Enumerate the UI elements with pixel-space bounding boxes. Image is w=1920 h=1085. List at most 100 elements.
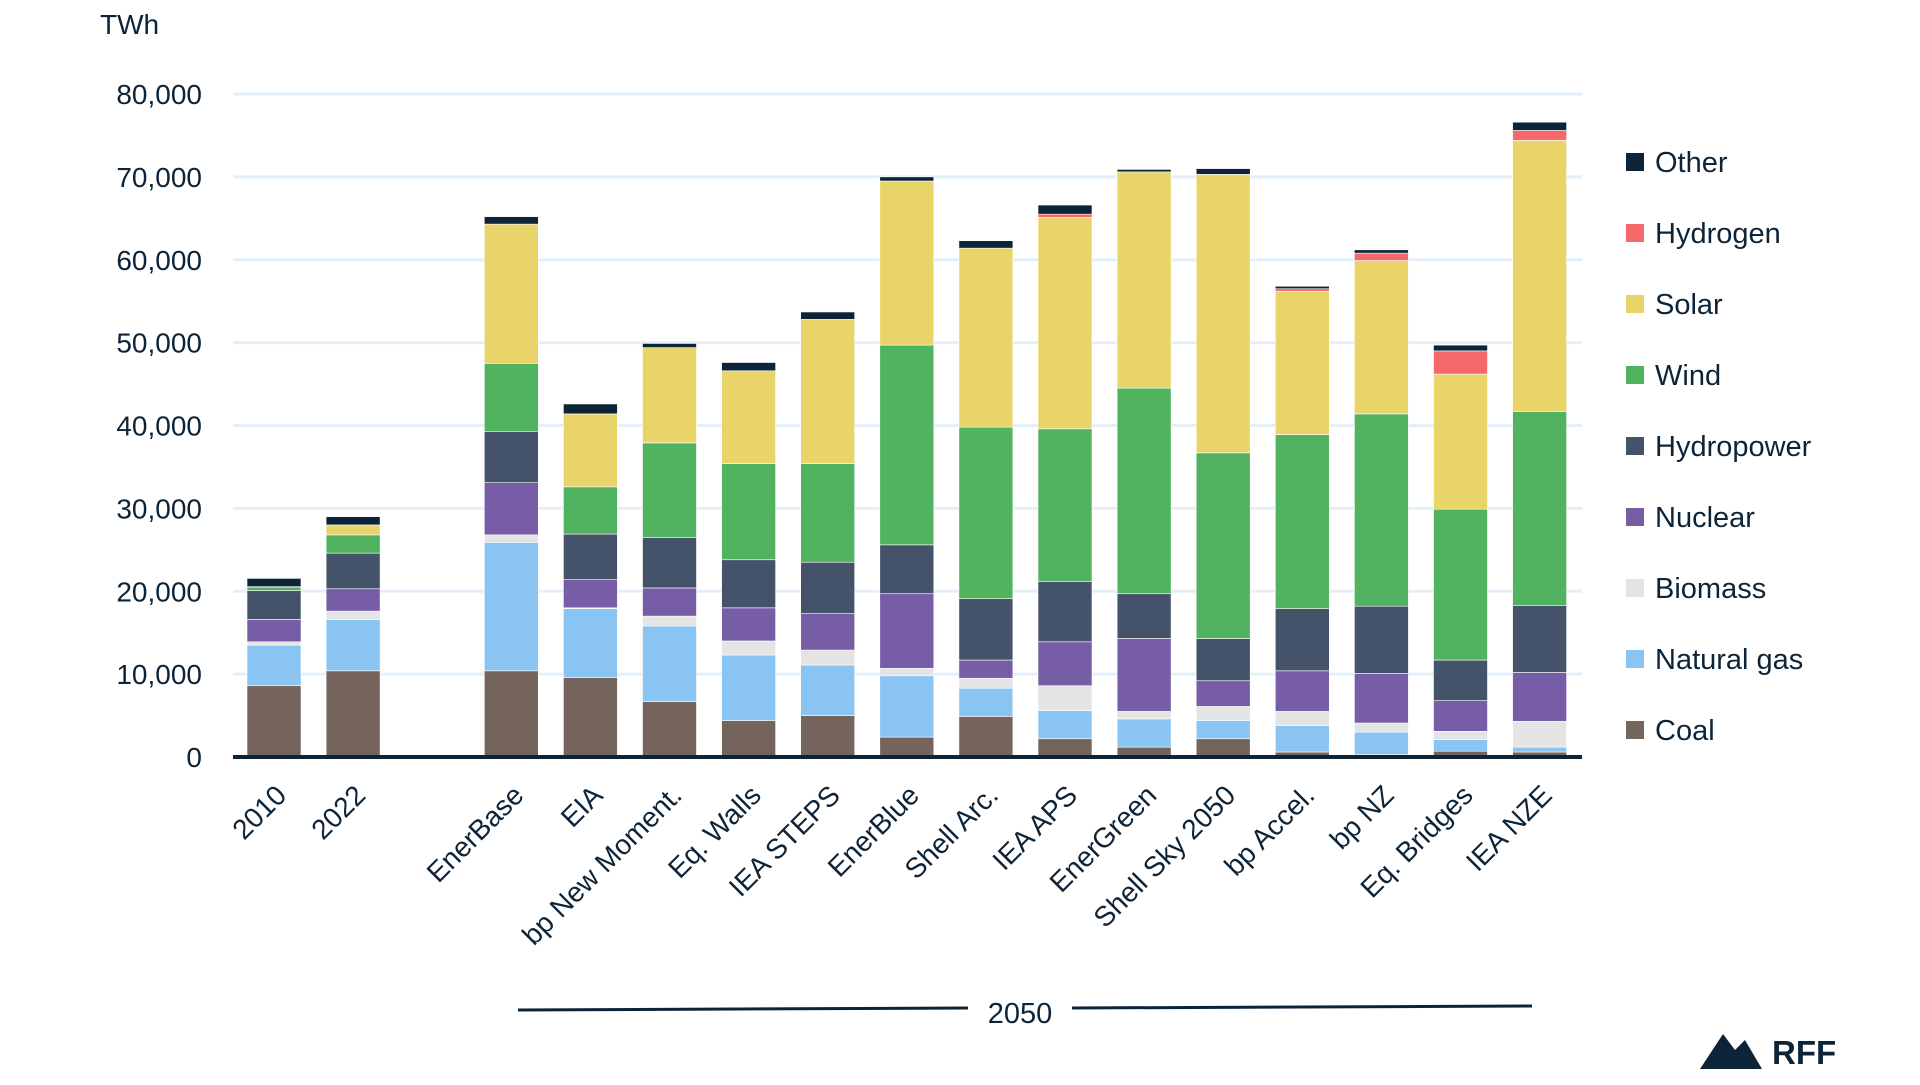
bar-segment-nuclear	[1038, 642, 1092, 686]
bar-segment-other	[801, 312, 855, 319]
group-label-2050: 2050	[988, 998, 1053, 1030]
bar-segment-hydropower	[722, 560, 776, 608]
bar-segment-natural-gas	[1117, 719, 1171, 747]
bar-segment-other	[1354, 250, 1408, 253]
bar-segment-natural-gas	[1513, 747, 1567, 752]
legend-item: Hydropower	[1626, 431, 1812, 463]
bar-segment-hydropower	[643, 537, 697, 588]
bar-segment-wind	[959, 427, 1013, 599]
x-tick-label: EnerBase	[421, 779, 530, 888]
bar-segment-natural-gas	[880, 676, 934, 737]
bar-segment-biomass	[801, 650, 855, 665]
bar-segment-natural-gas	[722, 655, 776, 720]
bar-stack	[1275, 286, 1329, 757]
legend-swatch	[1626, 437, 1644, 455]
bar-segment-other	[1117, 169, 1171, 171]
bar-segment-hydropower	[1275, 609, 1329, 671]
bar-segment-nuclear	[1275, 671, 1329, 712]
bar-segment-natural-gas	[247, 645, 301, 686]
bar-segment-natural-gas	[1196, 721, 1250, 739]
bar-segment-coal	[880, 737, 934, 757]
bar-segment-hydropower	[1196, 638, 1250, 680]
bar-segment-biomass	[1196, 706, 1250, 720]
legend-label: Other	[1655, 147, 1728, 179]
bar-stack	[326, 517, 380, 757]
legend-item: Hydrogen	[1626, 218, 1781, 250]
bar-segment-nuclear	[880, 594, 934, 669]
bar-segment-other	[959, 241, 1013, 248]
bar-segment-wind	[484, 363, 538, 431]
bar-stack	[1196, 169, 1250, 757]
bar-stack	[722, 363, 776, 757]
bar-segment-solar	[801, 319, 855, 463]
bar-segment-biomass	[1038, 686, 1092, 711]
bar-segment-hydropower	[1117, 594, 1171, 639]
bar-segment-wind	[880, 345, 934, 545]
bar-segment-other	[1038, 205, 1092, 214]
bar-segment-nuclear	[1434, 701, 1488, 732]
bar-segment-coal	[801, 716, 855, 757]
bar-segment-nuclear	[801, 614, 855, 650]
bar-segment-solar	[1354, 261, 1408, 414]
legend-item: Coal	[1626, 715, 1715, 747]
legend-item: Biomass	[1626, 573, 1766, 605]
bar-segment-solar	[722, 371, 776, 464]
bar-segment-nuclear	[959, 660, 1013, 678]
x-tick-label: EIA	[555, 779, 609, 833]
bar-stack	[1354, 250, 1408, 757]
legend-label: Solar	[1655, 289, 1723, 321]
bar-stack	[959, 241, 1013, 757]
legend-label: Biomass	[1655, 573, 1766, 605]
x-tick-label: bp NZ	[1324, 779, 1400, 855]
bar-segment-natural-gas	[326, 619, 380, 670]
legend-item: Solar	[1626, 289, 1723, 321]
y-tick-label: 0	[186, 742, 202, 773]
group-bracket-right	[1072, 1006, 1532, 1008]
bar-segment-wind	[1513, 411, 1567, 605]
legend-swatch	[1626, 650, 1644, 668]
mountain-icon	[1700, 1034, 1762, 1069]
bar-segment-coal	[484, 671, 538, 757]
y-tick-label: 80,000	[116, 79, 202, 110]
legend-item: Natural gas	[1626, 644, 1803, 676]
bar-segment-coal	[563, 677, 617, 757]
bar-segment-other	[722, 363, 776, 371]
bar-segment-coal	[722, 721, 776, 757]
bar-segment-natural-gas	[1038, 711, 1092, 739]
legend-label: Natural gas	[1655, 644, 1803, 676]
bar-segment-hydropower	[247, 590, 301, 619]
bar-segment-solar	[643, 348, 697, 443]
bar-segment-hydropower	[1513, 605, 1567, 672]
bar-segment-coal	[643, 701, 697, 757]
legend-item: Other	[1626, 147, 1728, 179]
bar-segment-hydropower	[1434, 660, 1488, 701]
bar-segment-biomass	[643, 616, 697, 626]
y-tick-label: 70,000	[116, 162, 202, 193]
logo-text: RFF	[1772, 1034, 1836, 1071]
bar-segment-solar	[959, 248, 1013, 427]
legend-label: Nuclear	[1655, 502, 1755, 534]
bar-segment-other	[880, 177, 934, 181]
bar-segment-hydrogen	[1275, 289, 1329, 291]
y-tick-label: 60,000	[116, 245, 202, 276]
bar-segment-natural-gas	[801, 665, 855, 716]
bar-segment-biomass	[1275, 711, 1329, 725]
x-tick-label: 2010	[226, 779, 292, 845]
legend-label: Wind	[1655, 360, 1721, 392]
group-bracket-left	[518, 1008, 968, 1010]
legend-swatch	[1626, 295, 1644, 313]
rff-logo: RFF	[1700, 1034, 1836, 1071]
bar-stack	[563, 404, 617, 757]
bar-segment-other	[247, 578, 301, 586]
bar-segment-wind	[1196, 453, 1250, 639]
bar-segment-natural-gas	[959, 688, 1013, 716]
bar-stack	[1434, 345, 1488, 757]
legend-label: Hydrogen	[1655, 218, 1781, 250]
bar-segment-biomass	[1354, 723, 1408, 732]
bar-segment-nuclear	[643, 588, 697, 616]
bar-segment-solar	[1513, 140, 1567, 411]
bar-stack	[1117, 169, 1171, 757]
legend-swatch	[1626, 153, 1644, 171]
bar-stack	[801, 312, 855, 757]
